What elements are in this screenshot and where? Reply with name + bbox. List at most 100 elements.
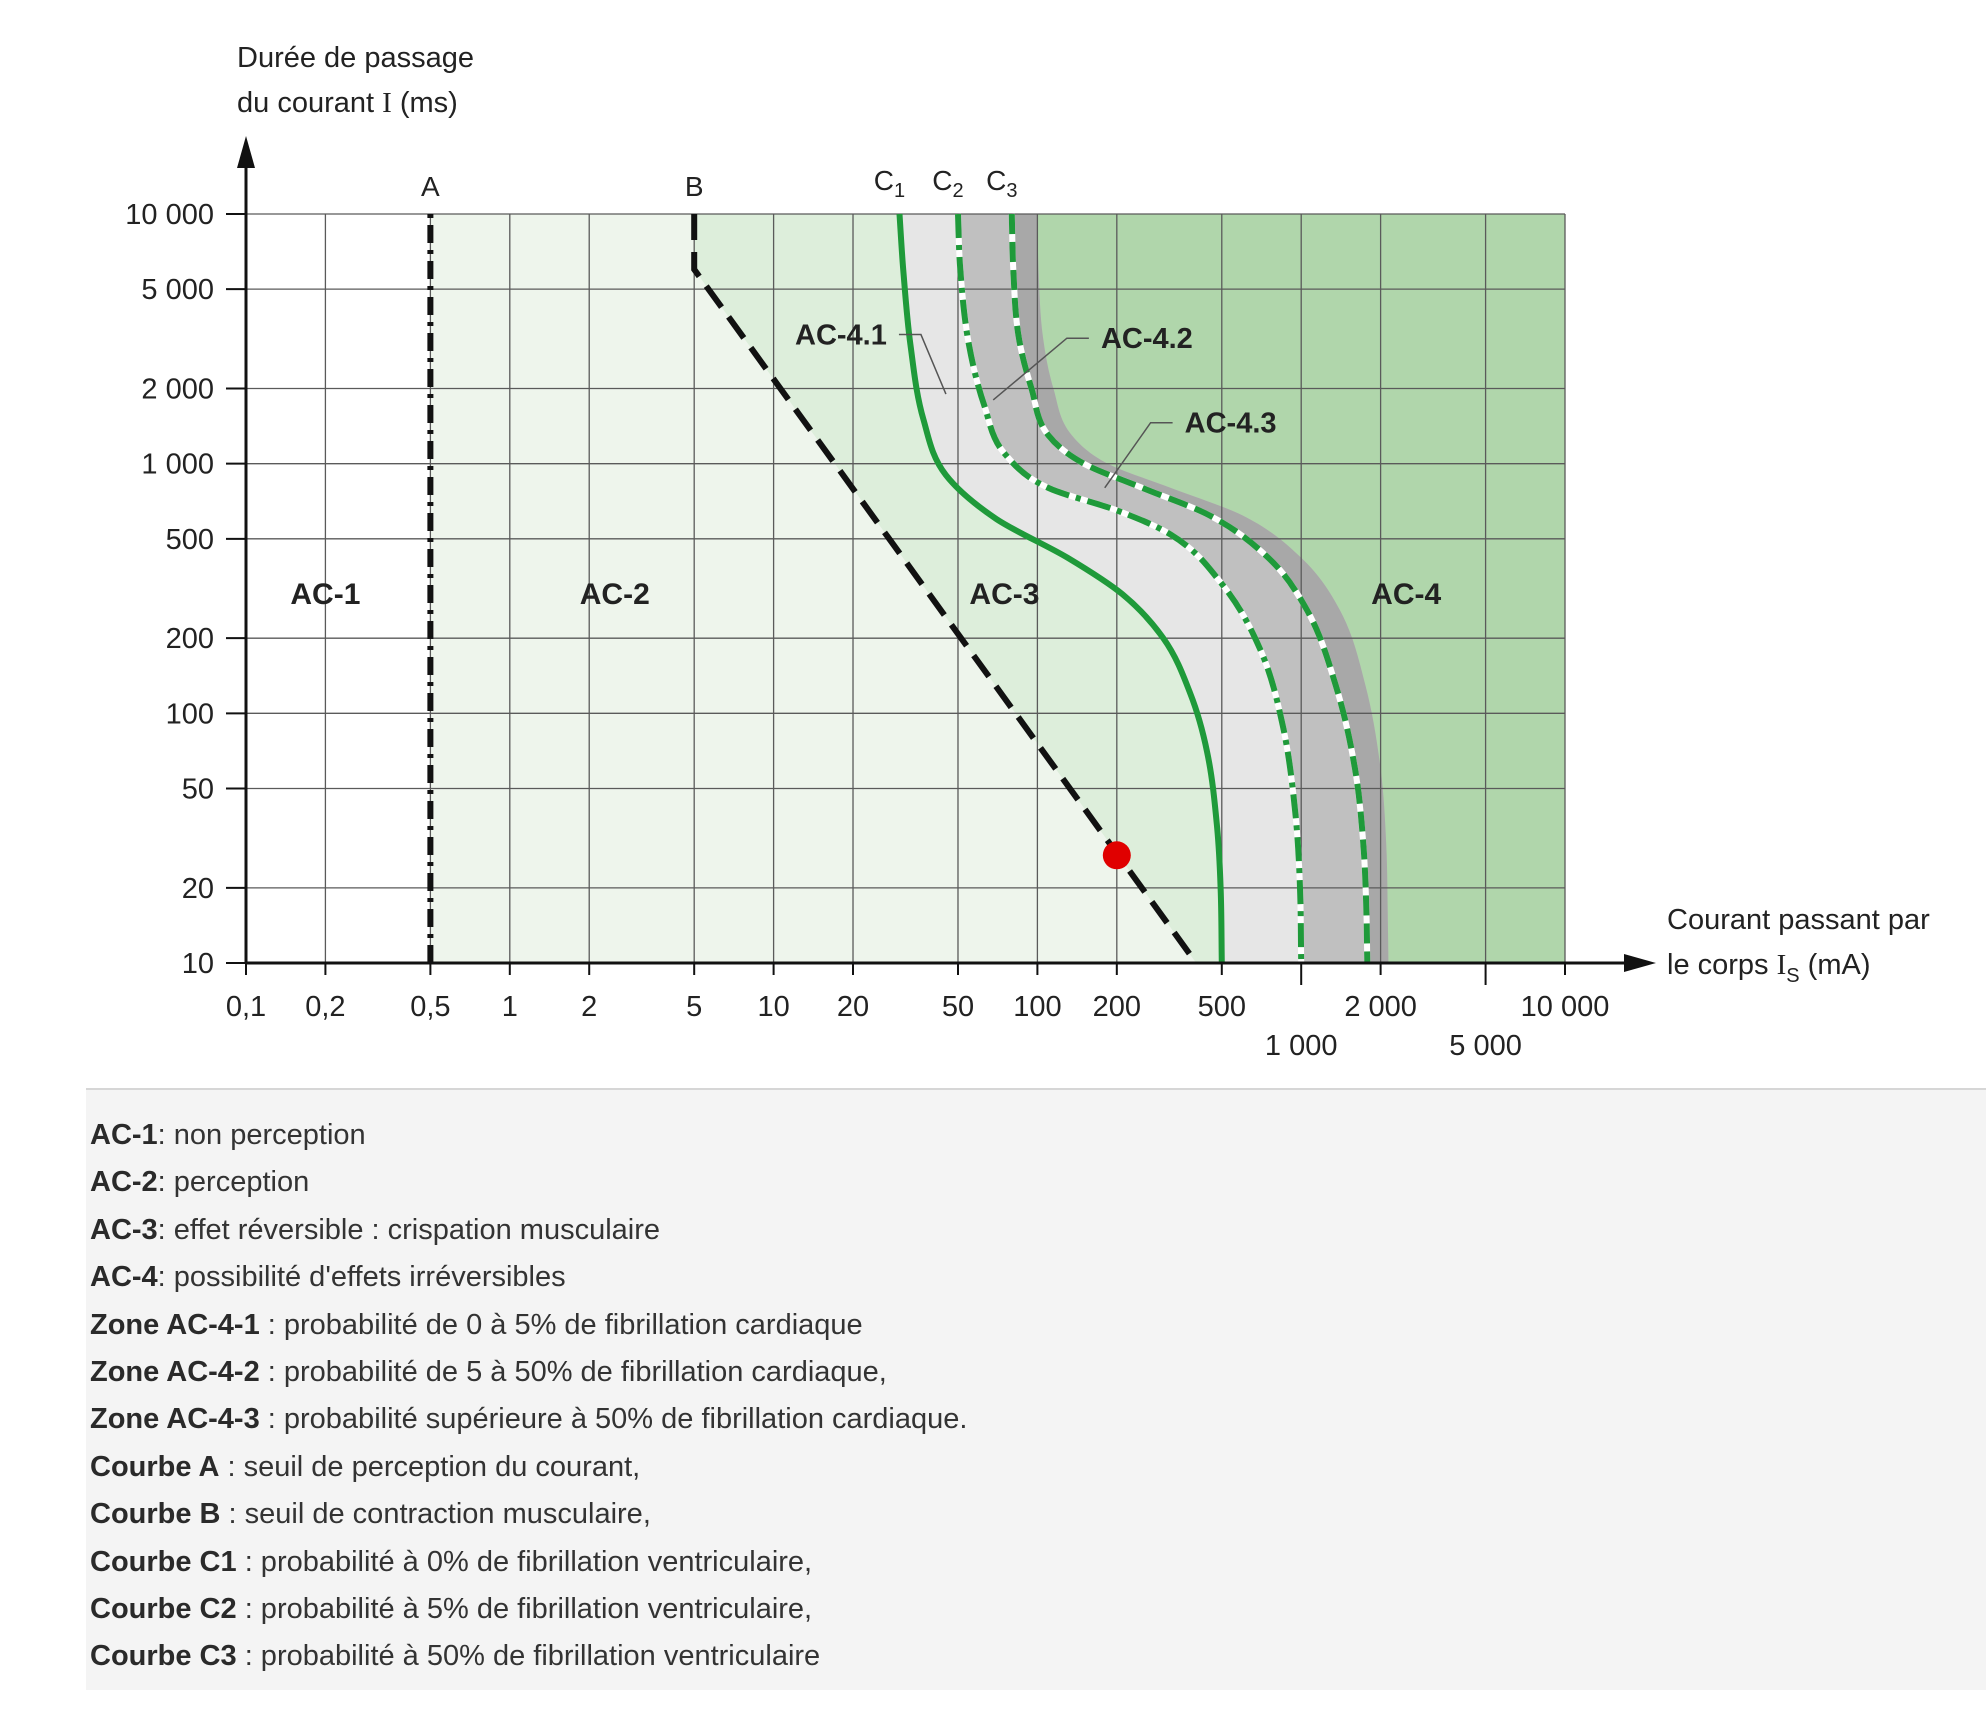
- x-tick-label: 10 000: [1521, 991, 1610, 1023]
- x-axis-title-line1: Courant passant par: [1667, 904, 1930, 936]
- curve-c2: [955, 213, 1305, 964]
- zone-ac4-3-fill: [1011, 214, 1389, 963]
- y-tick-label: 50: [182, 773, 214, 805]
- zone-label-ac-1: AC-1: [290, 578, 360, 611]
- legend-key: AC-4: [90, 1261, 158, 1294]
- y-tick-label: 20: [182, 873, 214, 905]
- curve-c3: [1008, 213, 1371, 964]
- legend-item: AC-2: perception: [90, 1159, 1986, 1206]
- curve-b: [691, 214, 1199, 965]
- x-tick-label: 1 000: [1265, 1030, 1338, 1062]
- legend-text: : effet réversible : crispation musculai…: [157, 1213, 661, 1246]
- curve-label-a: A: [421, 171, 440, 202]
- legend-key: Courbe C2: [90, 1593, 237, 1626]
- x-tick-label: 2: [581, 991, 597, 1023]
- x-tick-label: 0,5: [410, 991, 450, 1023]
- zone-label-ac-4: AC-4: [1371, 578, 1441, 611]
- y-tick-label: 10: [182, 948, 214, 980]
- legend-item: Courbe C1 : probabilité à 0% de fibrilla…: [90, 1539, 1986, 1586]
- legend-text: : probabilité à 50% de fibrillation vent…: [236, 1640, 821, 1673]
- curves: [427, 213, 1371, 965]
- legend-key: Courbe C1: [90, 1545, 237, 1578]
- legend-text: : probabilité de 5 à 50% de fibrillation…: [259, 1356, 887, 1389]
- y-tick-label: 200: [166, 623, 214, 655]
- zone-ac4-fill: [1037, 214, 1565, 963]
- legend-key: Zone AC-4-1: [90, 1308, 260, 1341]
- curve-label-c2: C2: [932, 165, 963, 202]
- curve-c1: [896, 213, 1225, 964]
- red-marker-point: [1102, 841, 1131, 870]
- chart-area: 10 20 50 100 200 500 1 000 2 000 5 000 10 000 0,1 0…: [125, 42, 1930, 1062]
- legend-key: AC-2: [90, 1166, 158, 1199]
- x-tick-label: 1: [502, 991, 518, 1023]
- legend-item: Courbe A : seuil de perception du couran…: [90, 1444, 1986, 1491]
- x-tick-label: 2 000: [1344, 991, 1417, 1023]
- legend-item: Courbe C2 : probabilité à 5% de fibrilla…: [90, 1586, 1986, 1633]
- subzone-label-ac-4-3: AC-4.3: [1185, 408, 1277, 440]
- subzone-labels: AC-4.1 AC-4.2 AC-4.3: [795, 320, 1277, 489]
- axis-titles: Durée de passage du courant I (ms) Courant…: [237, 42, 1930, 987]
- x-tick-label: 0,1: [226, 991, 266, 1023]
- y-tick-label: 500: [166, 524, 214, 556]
- y-tick-label: 1 000: [141, 449, 214, 481]
- legend-list: AC-1: non perception AC-2: perception AC-3…: [86, 1090, 1986, 1681]
- legend-key: Courbe B: [90, 1498, 221, 1531]
- x-tick-label: 5 000: [1449, 1030, 1522, 1062]
- legend-text: : probabilité de 0 à 5% de fibrillation …: [259, 1308, 863, 1341]
- legend-key: AC-1: [90, 1119, 158, 1151]
- legend-text: : seuil de contraction musculaire,: [220, 1498, 651, 1531]
- subzone-label-ac-4-1: AC-4.1: [795, 320, 887, 352]
- subzone-label-ac-4-2: AC-4.2: [1101, 323, 1193, 355]
- legend-item: Zone AC-4-3 : probabilité supérieure à 5…: [90, 1396, 1986, 1443]
- x-tick-label: 5: [686, 991, 702, 1023]
- legend-item: Zone AC-4-1 : probabilité de 0 à 5% de f…: [90, 1302, 1986, 1349]
- legend-text: : seuil de perception du courant,: [219, 1450, 641, 1483]
- legend-key: Zone AC-4-3: [90, 1403, 260, 1436]
- legend-item: Zone AC-4-2 : probabilité de 5 à 50% de …: [90, 1349, 1986, 1396]
- x-axis-title-line2: le corps IS (mA): [1667, 949, 1871, 987]
- y-tick-label: 5 000: [141, 274, 214, 306]
- x-tick-label: 500: [1198, 991, 1246, 1023]
- legend-text: : non perception: [157, 1119, 366, 1151]
- legend-key: Courbe C3: [90, 1640, 237, 1673]
- y-axis-title-line2: du courant I (ms): [237, 87, 458, 119]
- legend-item: AC-1: non perception: [90, 1112, 1986, 1159]
- legend-item: AC-4: possibilité d'effets irréversibles: [90, 1254, 1986, 1301]
- legend-text: : perception: [157, 1166, 310, 1199]
- zone-labels: AC-1 AC-2 AC-3 AC-4: [290, 578, 1441, 611]
- leader-line: [992, 337, 1089, 401]
- legend-text: : possibilité d'effets irréversibles: [157, 1261, 566, 1294]
- x-tick-label: 100: [1013, 991, 1061, 1023]
- curve-label-c1: C1: [874, 165, 905, 202]
- curve-label-c3: C3: [986, 165, 1017, 202]
- legend-key: AC-3: [90, 1213, 158, 1246]
- legend-item: AC-3: effet réversible : crispation musc…: [90, 1207, 1986, 1254]
- y-tick-label: 2 000: [141, 374, 214, 406]
- x-tick-label: 10: [757, 991, 789, 1023]
- legend-panel: AC-1: non perception AC-2: perception AC-3…: [86, 1088, 1986, 1690]
- legend-item: Courbe B : seuil de contraction musculai…: [90, 1491, 1986, 1538]
- y-tick-label: 10 000: [125, 199, 214, 231]
- legend-item: Courbe C3 : probabilité à 50% de fibrill…: [90, 1633, 1986, 1680]
- x-axis-arrow: [1624, 954, 1656, 972]
- legend-key: Courbe A: [90, 1450, 220, 1483]
- y-axis-title-line1: Durée de passage: [237, 42, 474, 74]
- zone-label-ac-2: AC-2: [580, 578, 650, 611]
- curve-label-b: B: [685, 171, 704, 202]
- x-tick-label: 20: [837, 991, 869, 1023]
- legend-text: : probabilité supérieure à 50% de fibril…: [259, 1403, 968, 1436]
- axes: [237, 136, 1656, 972]
- legend-key: Zone AC-4-2: [90, 1356, 260, 1389]
- y-axis-arrow: [237, 136, 255, 168]
- legend-text: : probabilité à 0% de fibrillation ventr…: [236, 1545, 813, 1578]
- legend-text: : probabilité à 5% de fibrillation ventr…: [236, 1593, 813, 1626]
- x-tick-label: 50: [942, 991, 974, 1023]
- x-tick-label: 0,2: [305, 991, 345, 1023]
- leader-line: [898, 333, 947, 395]
- zone-ac1-fill: [246, 214, 431, 963]
- y-tick-label: 100: [166, 698, 214, 730]
- x-tick-label: 200: [1093, 991, 1141, 1023]
- zone-label-ac-3: AC-3: [969, 578, 1039, 611]
